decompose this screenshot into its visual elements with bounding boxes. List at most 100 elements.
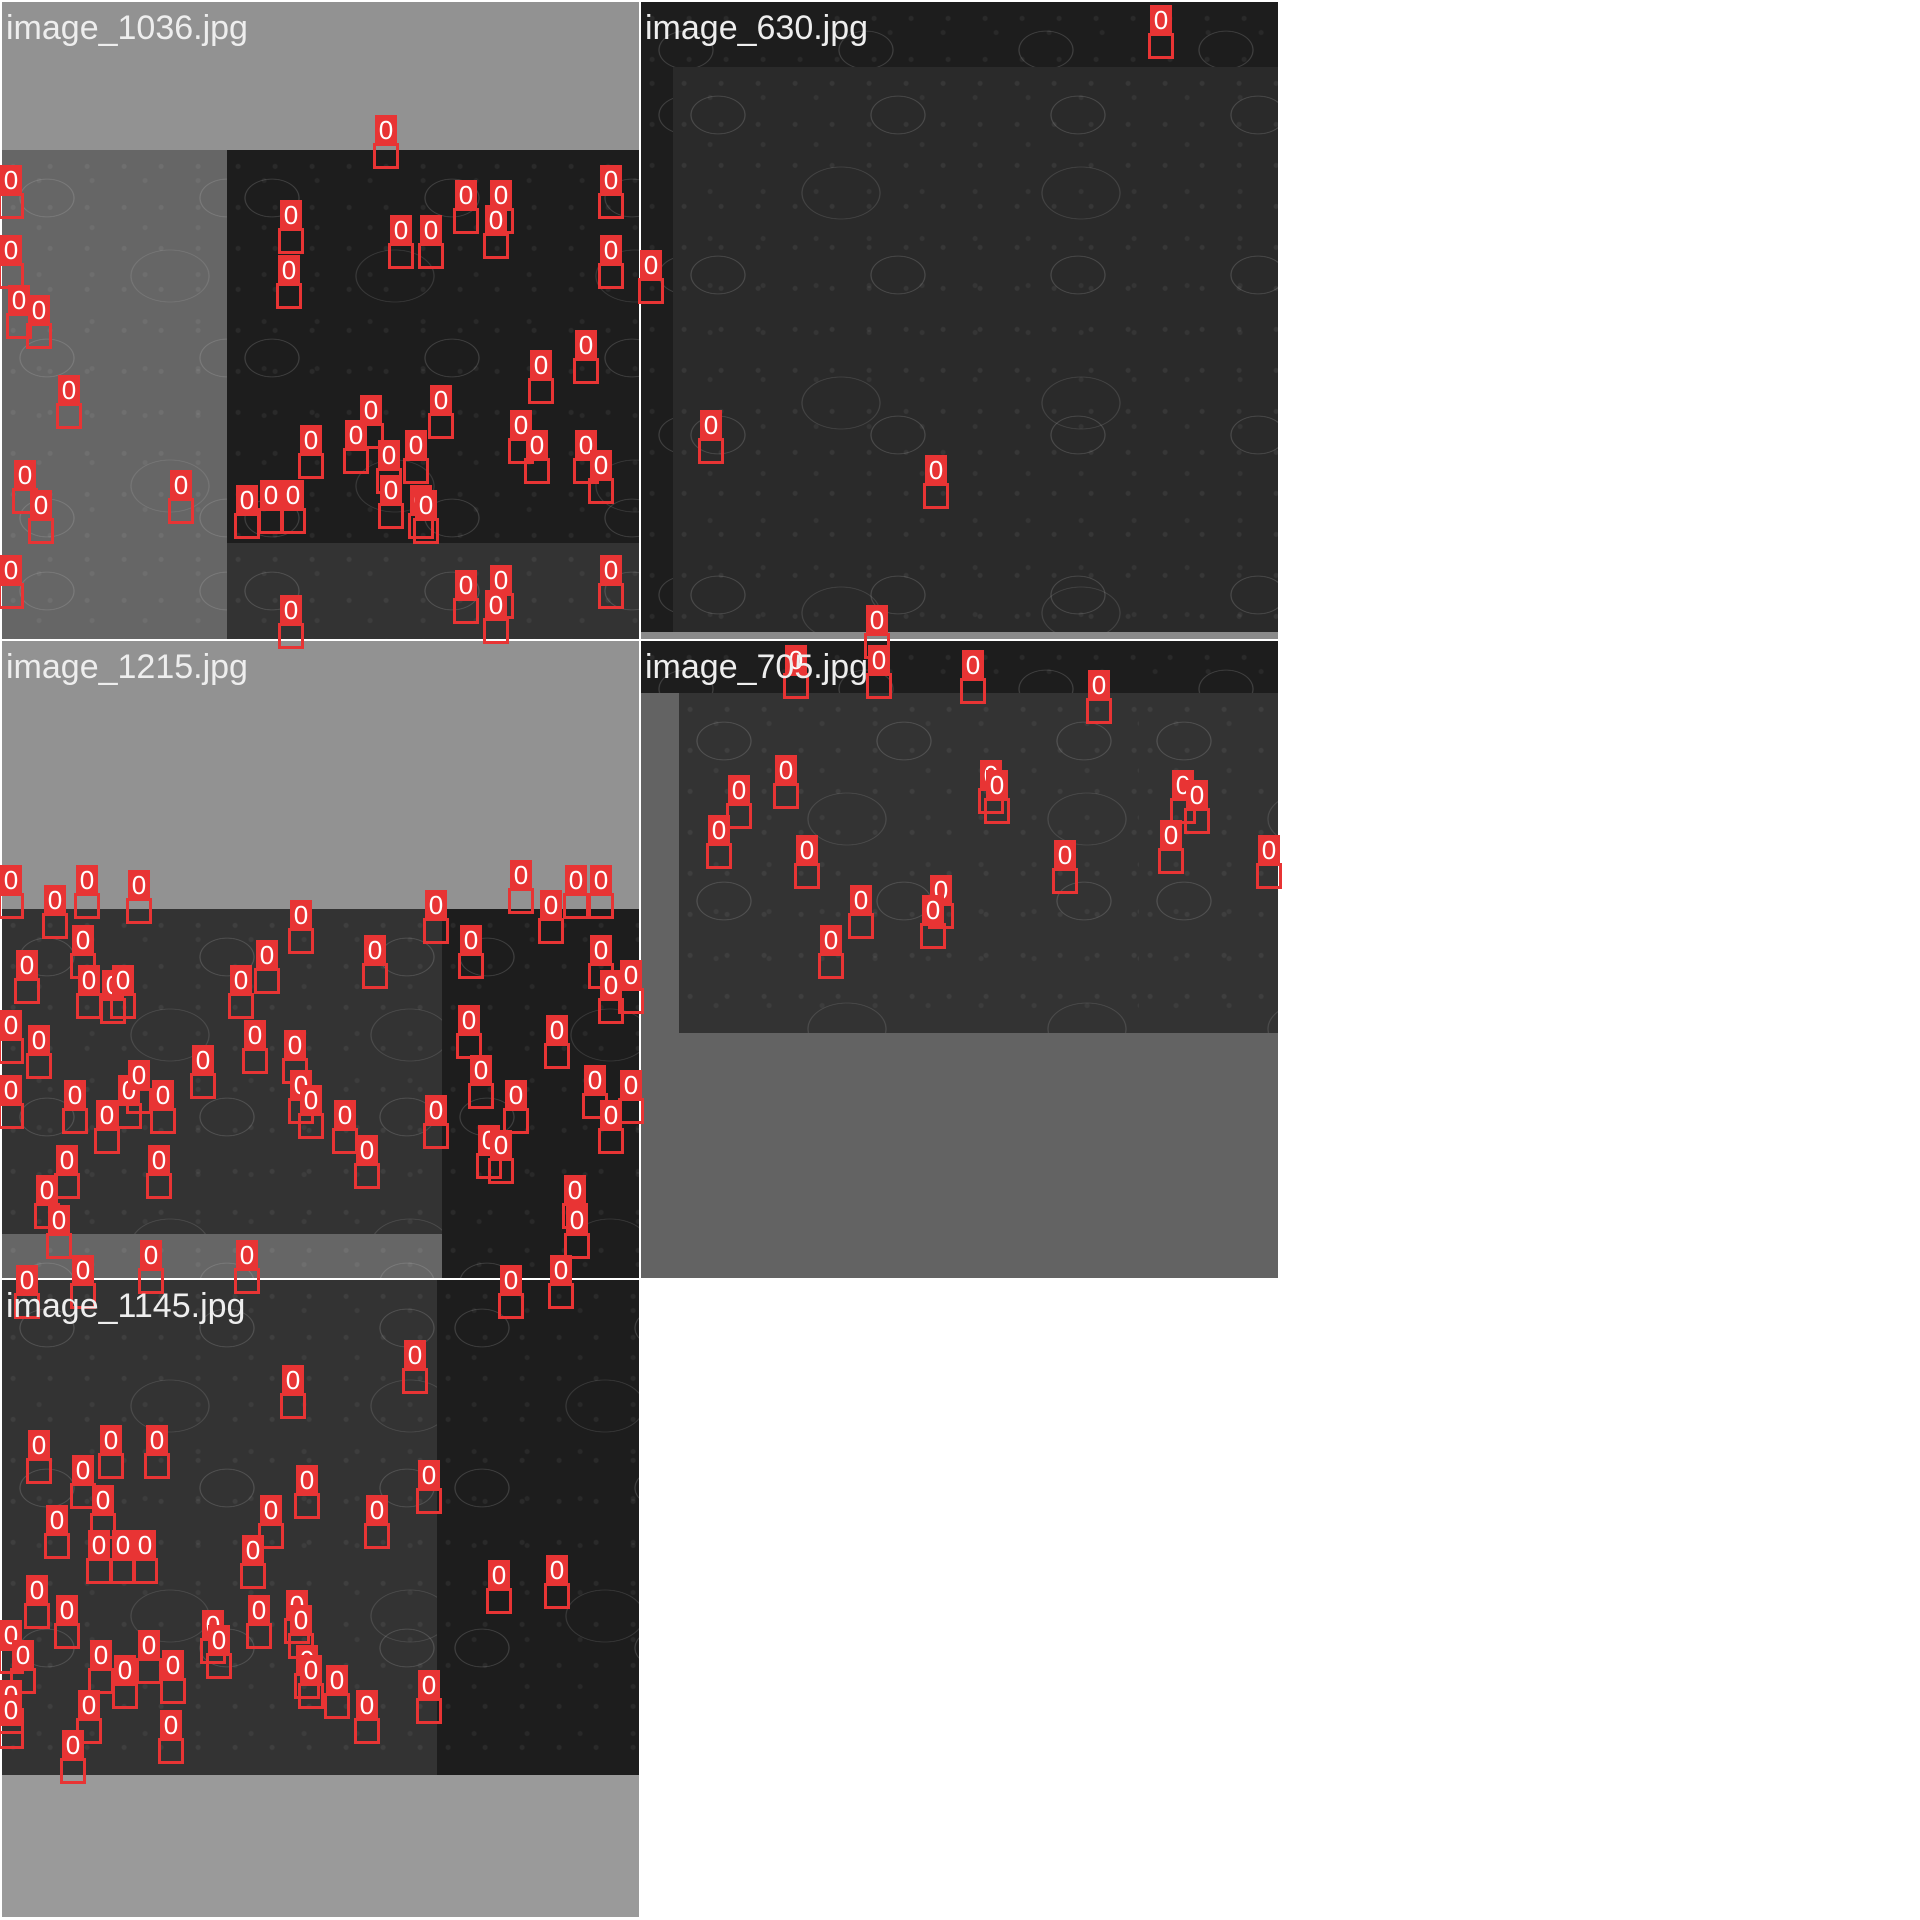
detection-label: 0 (546, 1555, 568, 1585)
detection-label: 0 (490, 565, 512, 595)
detection-box (46, 1233, 72, 1259)
detection-box (280, 508, 306, 534)
detection-label: 0 (248, 1595, 270, 1625)
detection-label: 0 (458, 1005, 480, 1035)
detection-label: 0 (0, 235, 22, 265)
detection-box (276, 283, 302, 309)
detection-box (160, 1678, 186, 1704)
detection-label: 0 (600, 235, 622, 265)
detection-label: 0 (390, 215, 412, 245)
detection-label: 0 (72, 1455, 94, 1485)
detection-label: 0 (48, 1205, 70, 1235)
detection-label: 0 (72, 925, 94, 955)
detection-label: 0 (356, 1135, 378, 1165)
detection-label: 0 (14, 460, 36, 490)
detection-label: 0 (278, 255, 300, 285)
tile-image-1215: image_1215.jpg (0, 639, 641, 1280)
detection-box (298, 1113, 324, 1139)
detection-label: 0 (430, 385, 452, 415)
detection-label: 0 (334, 1100, 356, 1130)
detection-box (298, 453, 324, 479)
detection-label: 0 (36, 1175, 58, 1205)
detection-box (453, 598, 479, 624)
detection-box (324, 1693, 350, 1719)
detection-box (483, 233, 509, 259)
detection-box (144, 1453, 170, 1479)
detection-label: 0 (565, 865, 587, 895)
detection-label: 0 (300, 1085, 322, 1115)
detection-box (94, 1128, 120, 1154)
detection-label: 0 (1186, 780, 1208, 810)
detection-label: 0 (375, 115, 397, 145)
detection-label: 0 (88, 1530, 110, 1560)
detection-box (150, 1108, 176, 1134)
detection-box (866, 673, 892, 699)
detection-label: 0 (620, 960, 642, 990)
detection-label: 0 (140, 1240, 162, 1270)
detection-box (62, 1108, 88, 1134)
detection-box (416, 1488, 442, 1514)
detection-label: 0 (0, 1075, 22, 1105)
detection-label: 0 (366, 1495, 388, 1525)
detection-label: 0 (700, 410, 722, 440)
detection-box (298, 1683, 324, 1709)
detection-label: 0 (566, 1205, 588, 1235)
detection-box (0, 193, 24, 219)
detection-label: 0 (28, 295, 50, 325)
detection-label: 0 (56, 1145, 78, 1175)
detection-box (24, 1603, 50, 1629)
detection-label: 0 (490, 180, 512, 210)
detection-label: 0 (564, 1175, 586, 1205)
micrograph-panel (442, 1234, 639, 1278)
detection-box (544, 1043, 570, 1069)
detection-label: 0 (380, 475, 402, 505)
detection-box (74, 893, 100, 919)
detection-label: 0 (785, 645, 807, 675)
detection-box (794, 863, 820, 889)
tile-title: image_630.jpg (645, 9, 869, 47)
detection-box (698, 438, 724, 464)
detection-box (234, 513, 260, 539)
detection-label: 0 (922, 895, 944, 925)
detection-label: 0 (775, 755, 797, 785)
detection-label: 0 (128, 1060, 150, 1090)
detection-box (54, 1623, 80, 1649)
detection-label: 0 (260, 1495, 282, 1525)
detection-label: 0 (56, 1595, 78, 1625)
detection-label: 0 (8, 285, 30, 315)
tile-title: image_1215.jpg (6, 648, 248, 686)
detection-label: 0 (160, 1710, 182, 1740)
detection-box (60, 1758, 86, 1784)
detection-box (598, 1128, 624, 1154)
detection-box (498, 1293, 524, 1319)
detection-label: 0 (242, 1535, 264, 1565)
detection-label: 0 (284, 1030, 306, 1060)
detection-label: 0 (1258, 835, 1280, 865)
detection-box (453, 208, 479, 234)
detection-label: 0 (600, 1100, 622, 1130)
detection-box (388, 243, 414, 269)
detection-box (588, 478, 614, 504)
detection-label: 0 (244, 1020, 266, 1050)
detection-label: 0 (300, 425, 322, 455)
detection-label: 0 (796, 835, 818, 865)
detection-box (413, 518, 439, 544)
detection-label: 0 (418, 1460, 440, 1490)
tile-image-630: image_630.jpg (639, 0, 1280, 641)
detection-label: 0 (236, 485, 258, 515)
detection-label: 0 (134, 1530, 156, 1560)
detection-label: 0 (296, 1465, 318, 1495)
tile-title: image_1145.jpg (6, 1287, 246, 1325)
detection-box (42, 913, 68, 939)
tile-image-1036: image_1036.jpg (0, 0, 641, 641)
detection-label: 0 (192, 1045, 214, 1075)
detection-box (1158, 848, 1184, 874)
detection-label: 0 (152, 1080, 174, 1110)
detection-label: 0 (640, 250, 662, 280)
detection-box (428, 413, 454, 439)
detection-box (26, 1053, 52, 1079)
detection-box (76, 993, 102, 1019)
detection-box (508, 888, 534, 914)
detection-box (548, 1283, 574, 1309)
detection-box (588, 893, 614, 919)
